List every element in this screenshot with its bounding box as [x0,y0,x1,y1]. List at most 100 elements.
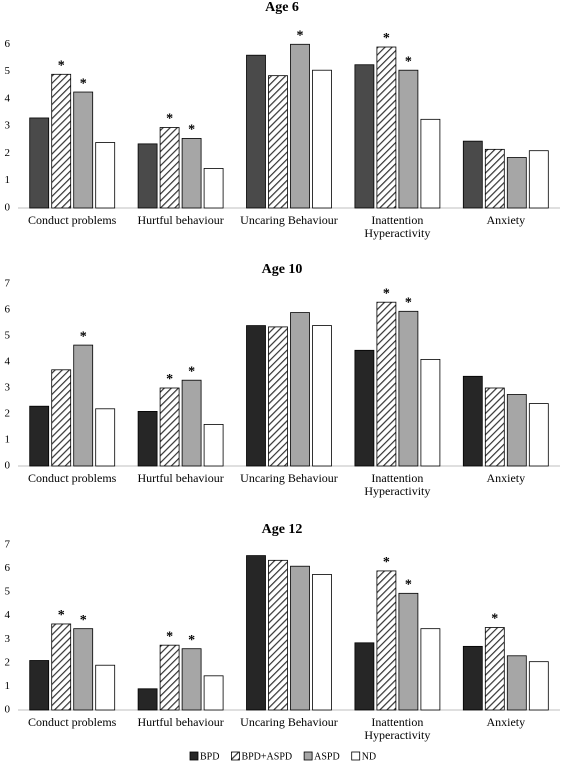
significance-label: * [297,29,304,44]
bar [137,410,158,467]
x-tick-label: Inattention Hyperactivity [364,213,431,240]
bar [484,387,505,467]
bar [376,301,397,467]
y-tick-label: 6 [5,562,11,574]
legend-label: BPD+ASPD [241,751,292,762]
bar [203,423,224,467]
significance-label: * [58,59,65,74]
x-tick-label: Hurtful behaviour [137,715,224,729]
bar [528,403,549,467]
bar [484,627,505,711]
x-tick-label: Inattention Hyperactivity [364,715,431,742]
significance-label: * [405,54,412,69]
bar [203,675,224,711]
y-tick-label: 0 [5,460,11,472]
y-tick-label: 1 [5,174,11,186]
significance-label: * [166,112,173,127]
x-tick-label: Hurtful behaviour [137,213,224,227]
x-tick-label: Conduct problems [28,213,117,227]
bar [203,168,224,209]
y-tick-label: 4 [5,356,11,368]
y-tick-label: 5 [5,586,11,598]
significance-label: * [383,31,390,46]
y-tick-label: 1 [5,680,11,692]
significance-label: * [383,286,390,301]
bar [376,46,397,209]
bar [290,43,310,209]
x-tick-label: Anxiety [486,715,526,729]
legend-label: ASPD [314,751,340,762]
bar [420,358,441,467]
x-tick-label: Conduct problems [28,715,117,729]
bar [73,91,94,209]
bar [268,559,288,711]
bar [137,143,158,209]
significance-label: * [166,372,173,387]
legend-swatch [351,751,361,761]
y-tick-label: 3 [5,382,11,394]
y-tick-label: 5 [5,65,11,77]
significance-label: * [491,612,498,627]
significance-label: * [188,123,195,138]
bar [376,570,397,711]
legend-swatch [189,751,199,761]
bar [506,394,527,467]
y-tick-label: 1 [5,434,11,446]
y-tick-label: 4 [5,92,11,104]
bar [462,375,483,467]
significance-label: * [188,633,195,648]
bar [51,623,72,711]
y-tick-label: 0 [5,704,11,716]
y-tick-label: 5 [5,330,11,342]
significance-label: * [80,613,87,628]
significance-label: * [58,608,65,623]
bar [354,642,375,711]
significance-label: * [383,555,390,570]
bar [290,565,310,711]
x-tick-label: Uncaring Behaviour [240,213,338,227]
bar [398,69,419,209]
y-tick-label: 2 [5,408,11,420]
bar [181,138,202,209]
bar [159,127,180,209]
bar [181,379,202,467]
bar [312,69,332,209]
bar [51,369,72,467]
legend-swatch [303,751,313,761]
bar [354,64,375,209]
chart-title: Age 12 [262,522,303,537]
bar [246,325,266,467]
bar [181,648,202,711]
chart-title: Age 6 [265,0,299,15]
bar [398,592,419,711]
bar [95,664,116,711]
significance-label: * [166,629,173,644]
y-tick-label: 2 [5,147,11,159]
bar [312,325,332,467]
bar [420,628,441,711]
x-tick-label: Uncaring Behaviour [240,715,338,729]
x-tick-label: Anxiety [486,471,526,485]
bar [462,645,483,711]
bar [506,157,527,209]
bar [484,148,505,209]
bar [51,73,72,209]
y-tick-label: 2 [5,656,11,668]
x-tick-label: Hurtful behaviour [137,471,224,485]
bar [268,326,288,467]
x-tick-label: Uncaring Behaviour [240,471,338,485]
bar [159,644,180,711]
bar [29,660,50,711]
bar [246,54,266,209]
bar [29,405,50,467]
y-tick-label: 7 [5,278,11,290]
y-tick-label: 3 [5,120,11,132]
bar [73,344,94,467]
y-tick-label: 3 [5,633,11,645]
significance-label: * [188,364,195,379]
y-tick-label: 6 [5,304,11,316]
x-tick-label: Inattention Hyperactivity [364,471,431,498]
bar [312,574,332,711]
